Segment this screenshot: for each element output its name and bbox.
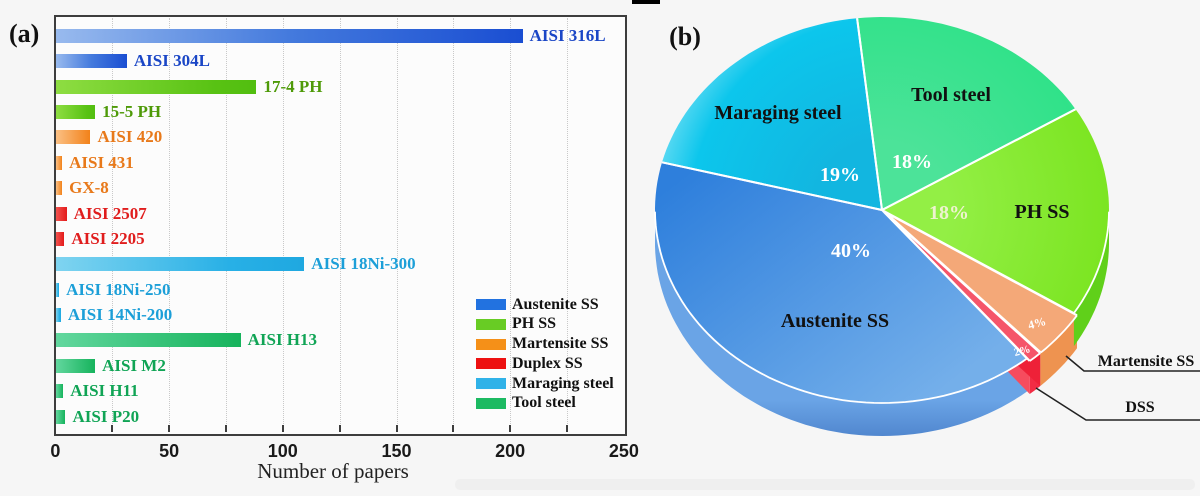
svg-text:2%: 2% xyxy=(1013,343,1032,359)
svg-text:18%: 18% xyxy=(929,202,969,224)
svg-text:Martensite SS: Martensite SS xyxy=(1098,353,1195,370)
svg-text:Tool steel: Tool steel xyxy=(911,84,991,106)
svg-text:18%: 18% xyxy=(892,151,932,173)
svg-text:DSS: DSS xyxy=(1125,399,1154,416)
svg-text:4%: 4% xyxy=(1026,314,1047,332)
svg-text:Maraging steel: Maraging steel xyxy=(714,102,842,124)
svg-text:Austenite SS: Austenite SS xyxy=(781,310,889,332)
svg-text:19%: 19% xyxy=(820,164,860,186)
svg-text:PH SS: PH SS xyxy=(1014,201,1069,223)
svg-text:40%: 40% xyxy=(831,240,871,262)
svg-text:(b): (b) xyxy=(669,22,701,51)
